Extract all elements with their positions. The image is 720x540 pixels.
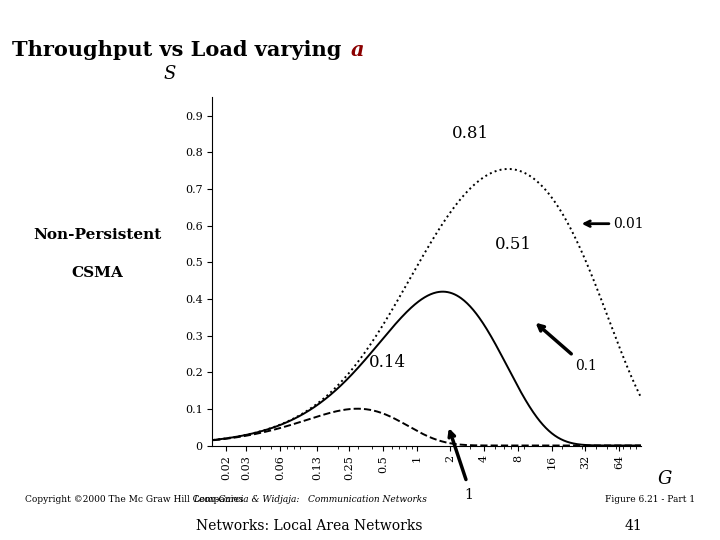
Text: a: a xyxy=(351,39,364,60)
Text: 41: 41 xyxy=(625,519,642,534)
Text: G: G xyxy=(658,470,672,488)
Text: Networks: Local Area Networks: Networks: Local Area Networks xyxy=(197,519,423,534)
Text: 0.14: 0.14 xyxy=(369,354,406,370)
Text: Leon-Garcia & Widjaja:   Communication Networks: Leon-Garcia & Widjaja: Communication Net… xyxy=(193,495,426,504)
Text: 0.81: 0.81 xyxy=(451,125,489,141)
Text: 1: 1 xyxy=(464,488,473,502)
Text: 0.01: 0.01 xyxy=(613,217,644,231)
Text: Figure 6.21 - Part 1: Figure 6.21 - Part 1 xyxy=(605,495,695,504)
Text: Non-Persistent: Non-Persistent xyxy=(33,228,161,242)
Text: 0.51: 0.51 xyxy=(495,237,532,253)
Text: CSMA: CSMA xyxy=(71,266,123,280)
Text: Copyright ©2000 The Mc Graw Hill Companies: Copyright ©2000 The Mc Graw Hill Compani… xyxy=(25,495,243,504)
Text: Throughput vs Load varying: Throughput vs Load varying xyxy=(12,39,349,60)
Text: S: S xyxy=(163,65,176,83)
Text: 0.1: 0.1 xyxy=(575,359,597,373)
